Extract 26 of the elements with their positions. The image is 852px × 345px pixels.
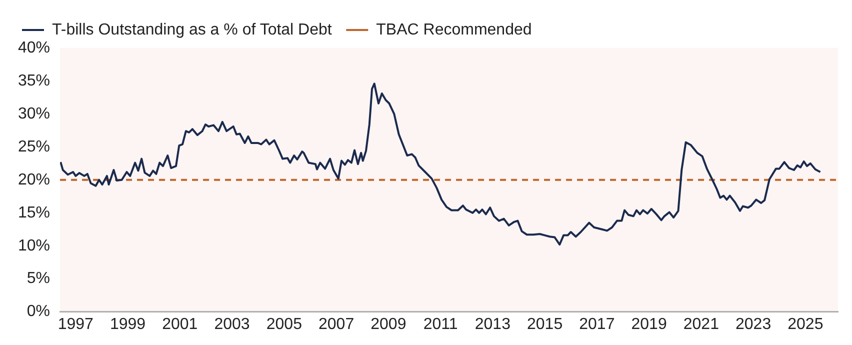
y-tick-label: 15%: [18, 204, 50, 222]
x-tick-label: 2017: [579, 316, 615, 333]
x-tick-label: 2009: [370, 316, 406, 333]
y-tick-label: 30%: [18, 105, 50, 122]
x-tick-label: 2015: [526, 316, 563, 333]
x-tick-label: 2023: [736, 316, 772, 333]
x-tick-label: 2005: [266, 316, 302, 333]
y-tick-label: 0%: [26, 303, 50, 320]
x-tick-label: 1999: [110, 316, 146, 333]
y-tick-label: 25%: [18, 138, 50, 156]
y-tick-label: 5%: [26, 270, 50, 288]
y-tick-label: 40%: [18, 39, 50, 56]
x-tick-label: 2019: [631, 316, 667, 333]
y-tick-label: 10%: [18, 237, 50, 254]
x-tick-label: 2007: [318, 316, 354, 333]
x-tick-label: 2003: [214, 316, 250, 333]
x-tick-label: 2001: [162, 316, 198, 333]
x-tick-label: 2021: [683, 316, 720, 333]
legend-label: T-bills Outstanding as a % of Total Debt: [52, 21, 332, 38]
y-tick-label: 35%: [18, 72, 50, 90]
x-tick-label: 1997: [58, 316, 94, 333]
x-tick-label: 2013: [474, 316, 511, 333]
x-tick-label: 2025: [788, 316, 824, 333]
x-tick-label: 2011: [423, 316, 458, 333]
legend-label: TBAC Recommended: [376, 21, 532, 38]
y-tick-label: 20%: [18, 171, 50, 188]
